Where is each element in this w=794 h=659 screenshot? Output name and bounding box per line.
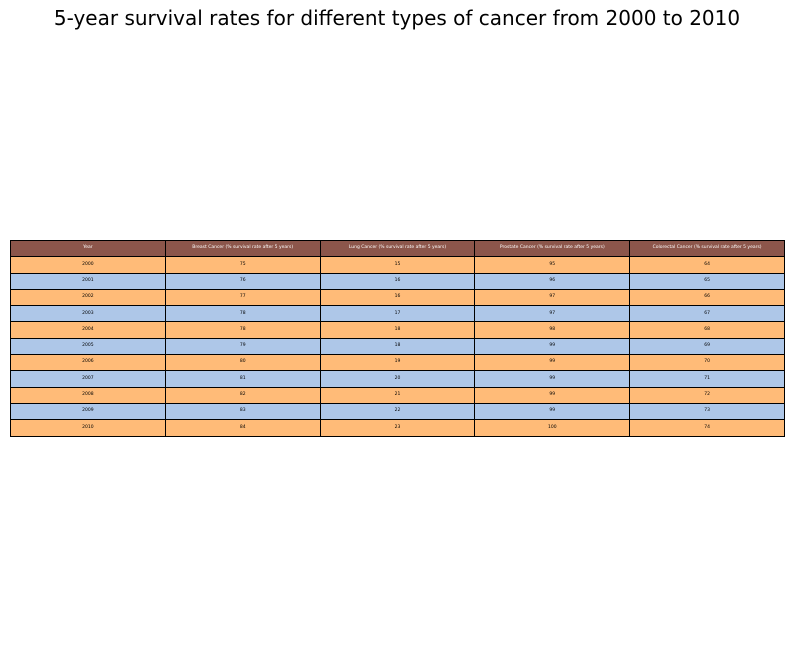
table-cell: 69 xyxy=(629,337,785,356)
table-cell: 99 xyxy=(474,386,631,404)
table-cell: 72 xyxy=(629,386,785,404)
table-cell: 20 xyxy=(319,370,476,388)
table-cell: 2000 xyxy=(10,256,166,274)
table-cell: 81 xyxy=(164,370,321,388)
table-cell: 100 xyxy=(474,419,631,437)
table-cell: 80 xyxy=(164,354,321,372)
table-cell: 99 xyxy=(474,354,631,372)
table-cell: 2008 xyxy=(10,386,166,404)
table-cell: 99 xyxy=(474,337,631,356)
table-cell: 16 xyxy=(319,288,476,307)
table-cell: 2010 xyxy=(10,419,166,437)
table-row: 2004 78 18 98 68 xyxy=(10,321,785,339)
table-cell: 65 xyxy=(629,272,785,290)
table-row: 2001 76 16 96 65 xyxy=(10,272,785,290)
table-row: 2008 82 21 99 72 xyxy=(10,386,785,404)
column-header: Breast Cancer (% survival rate after 5 y… xyxy=(164,239,321,258)
table-cell: 98 xyxy=(474,321,631,339)
table-cell: 70 xyxy=(629,354,785,372)
table-cell: 16 xyxy=(319,272,476,290)
table-cell: 23 xyxy=(319,419,476,437)
table-body: 2000 75 15 95 64 2001 76 16 96 65 2002 77 16 97 66 2003… xyxy=(10,256,785,437)
table-cell: 21 xyxy=(319,386,476,404)
table-header: Year Breast Cancer (% survival rate after… xyxy=(10,239,785,258)
table-cell: 2007 xyxy=(10,370,166,388)
table-row: 2010 84 23 100 74 xyxy=(10,419,785,437)
table-cell: 67 xyxy=(629,305,785,323)
table-cell: 2001 xyxy=(10,272,166,290)
table-cell: 77 xyxy=(164,288,321,307)
table-cell: 17 xyxy=(319,305,476,323)
table-cell: 78 xyxy=(164,321,321,339)
table-cell: 71 xyxy=(629,370,785,388)
table-cell: 2009 xyxy=(10,402,166,421)
column-header: Lung Cancer (% survival rate after 5 yea… xyxy=(319,239,476,258)
table-row: 2000 75 15 95 64 xyxy=(10,256,785,274)
table-cell: 2004 xyxy=(10,321,166,339)
column-header: Colorectal Cancer (% survival rate after… xyxy=(629,239,785,258)
table-cell: 68 xyxy=(629,321,785,339)
table-cell: 76 xyxy=(164,272,321,290)
table-cell: 99 xyxy=(474,370,631,388)
table-cell: 95 xyxy=(474,256,631,274)
table-cell: 22 xyxy=(319,402,476,421)
data-table-container: Year Breast Cancer (% survival rate after… xyxy=(10,239,785,437)
table-row: 2002 77 16 97 66 xyxy=(10,288,785,307)
table-cell: 15 xyxy=(319,256,476,274)
table-cell: 83 xyxy=(164,402,321,421)
chart-title: 5-year survival rates for different type… xyxy=(53,6,741,30)
table-cell: 2006 xyxy=(10,354,166,372)
table-cell: 99 xyxy=(474,402,631,421)
table-cell: 18 xyxy=(319,321,476,339)
table-cell: 82 xyxy=(164,386,321,404)
table-cell: 18 xyxy=(319,337,476,356)
table-row: 2005 79 18 99 69 xyxy=(10,337,785,356)
table-row: 2006 80 19 99 70 xyxy=(10,354,785,372)
data-table: Year Breast Cancer (% survival rate after… xyxy=(10,239,785,437)
table-cell: 2005 xyxy=(10,337,166,356)
column-header: Year xyxy=(10,239,166,258)
table-cell: 2002 xyxy=(10,288,166,307)
table-cell: 75 xyxy=(164,256,321,274)
column-header: Prostate Cancer (% survival rate after 5… xyxy=(474,239,631,258)
header-row: Year Breast Cancer (% survival rate after… xyxy=(10,239,785,258)
table-row: 2009 83 22 99 73 xyxy=(10,402,785,421)
table-cell: 74 xyxy=(629,419,785,437)
table-cell: 78 xyxy=(164,305,321,323)
table-row: 2003 78 17 97 67 xyxy=(10,305,785,323)
table-row: 2007 81 20 99 71 xyxy=(10,370,785,388)
table-cell: 64 xyxy=(629,256,785,274)
table-cell: 84 xyxy=(164,419,321,437)
table-cell: 2003 xyxy=(10,305,166,323)
table-cell: 97 xyxy=(474,288,631,307)
table-cell: 96 xyxy=(474,272,631,290)
table-cell: 66 xyxy=(629,288,785,307)
table-cell: 73 xyxy=(629,402,785,421)
table-cell: 19 xyxy=(319,354,476,372)
table-cell: 97 xyxy=(474,305,631,323)
table-cell: 79 xyxy=(164,337,321,356)
